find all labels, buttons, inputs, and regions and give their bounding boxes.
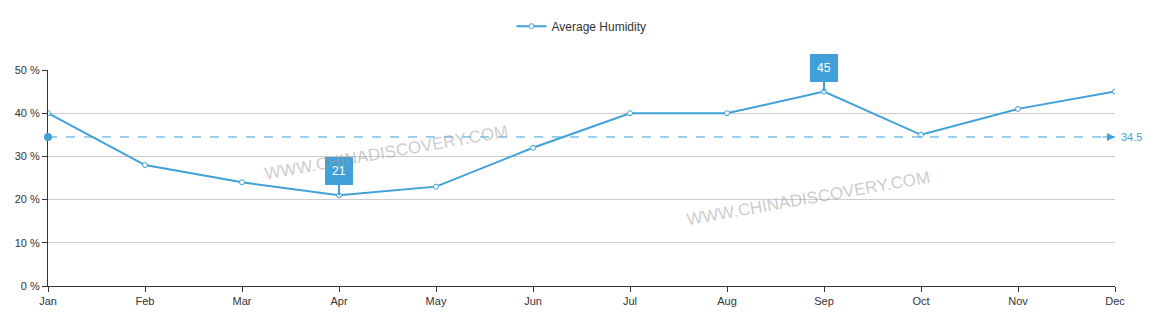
svg-text:10 %: 10 %	[15, 237, 40, 249]
svg-text:Mar: Mar	[233, 295, 252, 307]
svg-text:40 %: 40 %	[15, 107, 40, 119]
svg-text:Aug: Aug	[717, 295, 737, 307]
svg-text:WWW.CHINADISCOVERY.COM: WWW.CHINADISCOVERY.COM	[263, 122, 509, 184]
svg-text:May: May	[426, 295, 447, 307]
svg-text:Jul: Jul	[623, 295, 637, 307]
svg-text:30 %: 30 %	[15, 150, 40, 162]
svg-text:Dec: Dec	[1105, 295, 1125, 307]
svg-text:20 %: 20 %	[15, 193, 40, 205]
svg-text:21: 21	[332, 164, 346, 178]
svg-text:Jun: Jun	[524, 295, 542, 307]
svg-text:Nov: Nov	[1008, 295, 1028, 307]
svg-text:34.5: 34.5	[1121, 131, 1142, 143]
svg-text:50 %: 50 %	[15, 64, 40, 76]
svg-text:Average Humidity: Average Humidity	[552, 20, 647, 34]
svg-text:Feb: Feb	[136, 295, 155, 307]
svg-text:Apr: Apr	[330, 295, 347, 307]
svg-text:Sep: Sep	[814, 295, 834, 307]
svg-text:Oct: Oct	[912, 295, 929, 307]
svg-text:Jan: Jan	[39, 295, 57, 307]
svg-text:45: 45	[817, 61, 831, 75]
svg-text:0 %: 0 %	[21, 280, 40, 292]
svg-text:WWW.CHINADISCOVERY.COM: WWW.CHINADISCOVERY.COM	[685, 168, 931, 230]
